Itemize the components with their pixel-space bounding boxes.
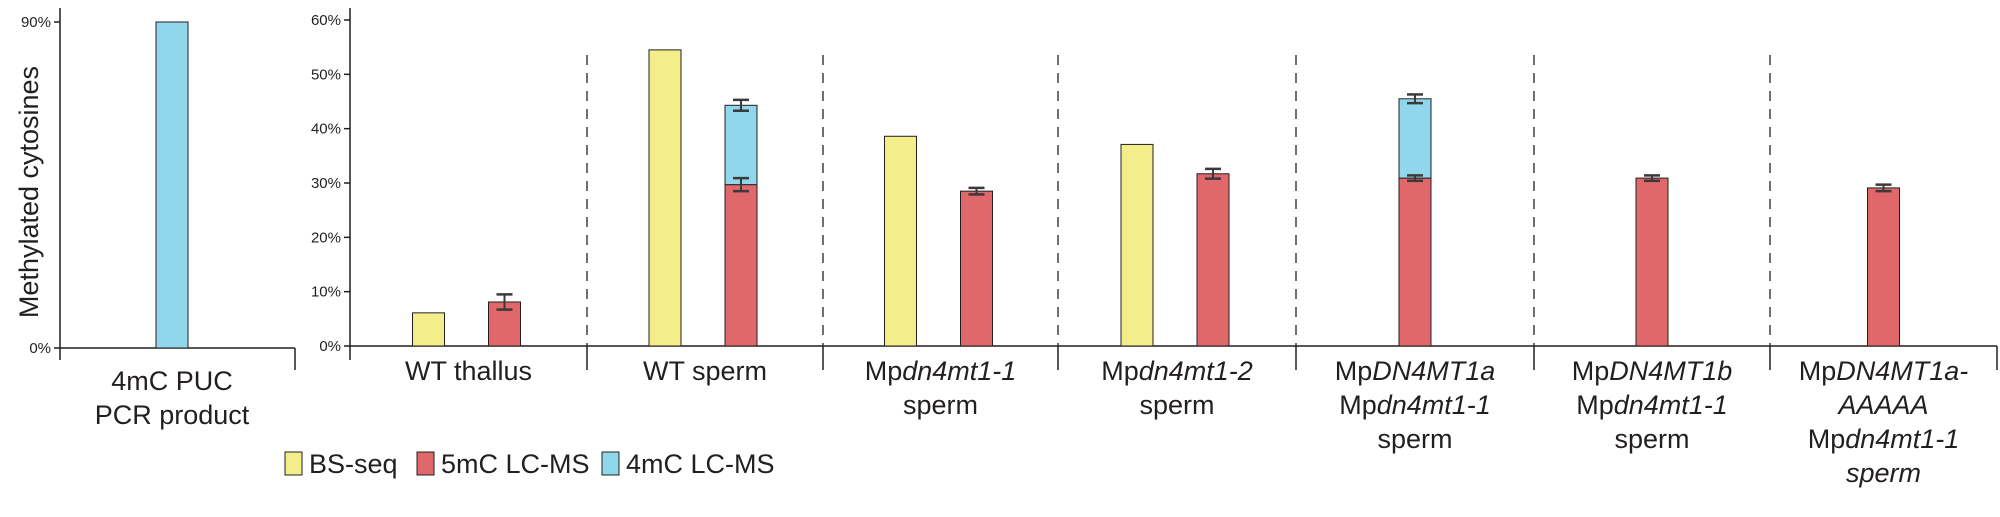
category-label-4-line0-seg0: Mp (1335, 356, 1373, 386)
category-label-0-line0-seg0: 4mC PUC (111, 366, 233, 396)
category-label-1-line0-seg0: WT sperm (643, 356, 767, 386)
bar-bs-seq-3 (1120, 143, 1154, 347)
category-label-0: WT thallus (405, 356, 532, 386)
category-label-0-line0-seg0: WT thallus (405, 356, 532, 386)
category-label-5-line2-seg0: sperm (1614, 424, 1689, 454)
category-label-2-line1-seg0: sperm (903, 390, 978, 420)
bar-5mc-lc-ms-5 (1635, 177, 1669, 347)
category-label-5-line0-seg1: DN4MT1b (1609, 356, 1732, 386)
category-label-4-line1-seg1: dn4mt1-1 (1377, 390, 1491, 420)
category-label-5-line0-seg0: Mp (1572, 356, 1610, 386)
errorbar-5mc-lc-ms-3 (1205, 167, 1221, 180)
category-label-2-line0-seg1: dn4mt1-1 (902, 356, 1016, 386)
category-label-5: MpDN4MT1b Mpdn4mt1-1 sperm (1572, 356, 1733, 454)
category-label-0: 4mC PUC PCR product (95, 366, 250, 430)
errorbar-5mc-lc-ms-4 (1407, 174, 1423, 183)
category-label-2-line0-seg0: Mp (865, 356, 903, 386)
y-tick-label-0: 0% (29, 340, 51, 357)
errorbar-5mc-lc-ms-5 (1644, 174, 1660, 183)
bar-4mc-lc-ms-0 (155, 21, 189, 349)
y-tick-label-6: 60% (311, 12, 341, 29)
category-label-3-line1-seg0: sperm (1139, 390, 1214, 420)
bar-5mc-lc-ms-2 (960, 190, 993, 347)
category-label-0-line1-seg0: PCR product (95, 400, 250, 430)
bar-bs-seq-0 (412, 312, 445, 347)
errorbar-5mc-lc-ms-2 (968, 186, 985, 196)
category-label-4-line1-seg0: Mp (1339, 390, 1377, 420)
legend-swatch-5mc-lc-ms (416, 451, 435, 476)
bar-5mc-lc-ms-3 (1196, 173, 1230, 347)
bar-5mc-lc-ms-1 (724, 184, 758, 347)
legend: BS-seq 5mC LC-MS 4mC LC-MS (284, 449, 775, 479)
y-tick-label-4: 40% (311, 121, 341, 138)
legend-label-4mc-lc-ms: 4mC LC-MS (626, 449, 775, 479)
bar-5mc-lc-ms-4 (1398, 177, 1432, 347)
category-label-4: MpDN4MT1a Mpdn4mt1-1 sperm (1335, 356, 1496, 454)
legend-label-5mc-lc-ms: 5mC LC-MS (441, 449, 590, 479)
category-label-3-line0-seg0: Mp (1101, 356, 1139, 386)
legend-swatch-bs-seq (284, 451, 303, 476)
category-label-6: MpDN4MT1a-AAAAA Mpdn4mt1-1 sperm (1799, 356, 1969, 488)
legend-swatch-4mc-lc-ms (601, 451, 620, 476)
category-label-4-line0-seg1: DN4MT1a (1372, 356, 1495, 386)
y-tick-label-2: 20% (311, 229, 341, 246)
errorbar-5mc-lc-ms-6 (1875, 183, 1892, 193)
category-label-6-line2-seg1: dn4mt1-1 (1845, 424, 1959, 454)
y-tick-label-1: 90% (21, 14, 51, 31)
errorbar-5mc-lc-ms-1 (733, 176, 749, 193)
y-tick-label-1: 10% (311, 284, 341, 301)
y-tick-label-0: 0% (319, 338, 341, 355)
y-axis-label: Methylated cytosines (14, 66, 44, 318)
category-label-2: Mpdn4mt1-1 sperm (865, 356, 1017, 420)
bar-bs-seq-1 (648, 49, 682, 347)
y-tick-label-3: 30% (311, 175, 341, 192)
category-label-6-line3-seg0: sperm (1846, 458, 1921, 488)
chart-right-panel: 0% 10% 20% 30% 40% 50% 60% WT thallus WT sperm Mp… (311, 8, 1998, 488)
bar-4mc-lc-ms-4 (1398, 98, 1432, 179)
category-label-1: WT sperm (643, 356, 767, 386)
chart-left-panel: Methylated cytosines 0% 90% 4mC PUC PCR prod… (14, 8, 296, 430)
category-label-4-line2-seg0: sperm (1377, 424, 1452, 454)
bar-bs-seq-2 (884, 135, 917, 347)
errorbar-5mc-lc-ms-0 (496, 293, 513, 311)
category-label-3-line0-seg1: dn4mt1-2 (1139, 356, 1253, 386)
errorbar-4mc-lc-ms-4 (1407, 93, 1423, 105)
category-label-3: Mpdn4mt1-2 sperm (1101, 356, 1253, 420)
errorbar-4mc-lc-ms-1 (733, 98, 749, 112)
category-label-5-line1-seg1: dn4mt1-1 (1614, 390, 1728, 420)
category-label-6-line0-seg1: DN4MT1a- (1836, 356, 1968, 386)
category-label-5-line1-seg0: Mp (1576, 390, 1614, 420)
legend-label-bs-seq: BS-seq (309, 449, 398, 479)
category-label-6-line1-seg0: AAAAA (1836, 390, 1928, 420)
bar-5mc-lc-ms-6 (1867, 187, 1900, 347)
category-label-6-line2-seg0: Mp (1808, 424, 1846, 454)
bar-4mc-lc-ms-1 (724, 104, 758, 186)
category-label-6-line0-seg0: Mp (1799, 356, 1837, 386)
y-tick-label-5: 50% (311, 66, 341, 83)
